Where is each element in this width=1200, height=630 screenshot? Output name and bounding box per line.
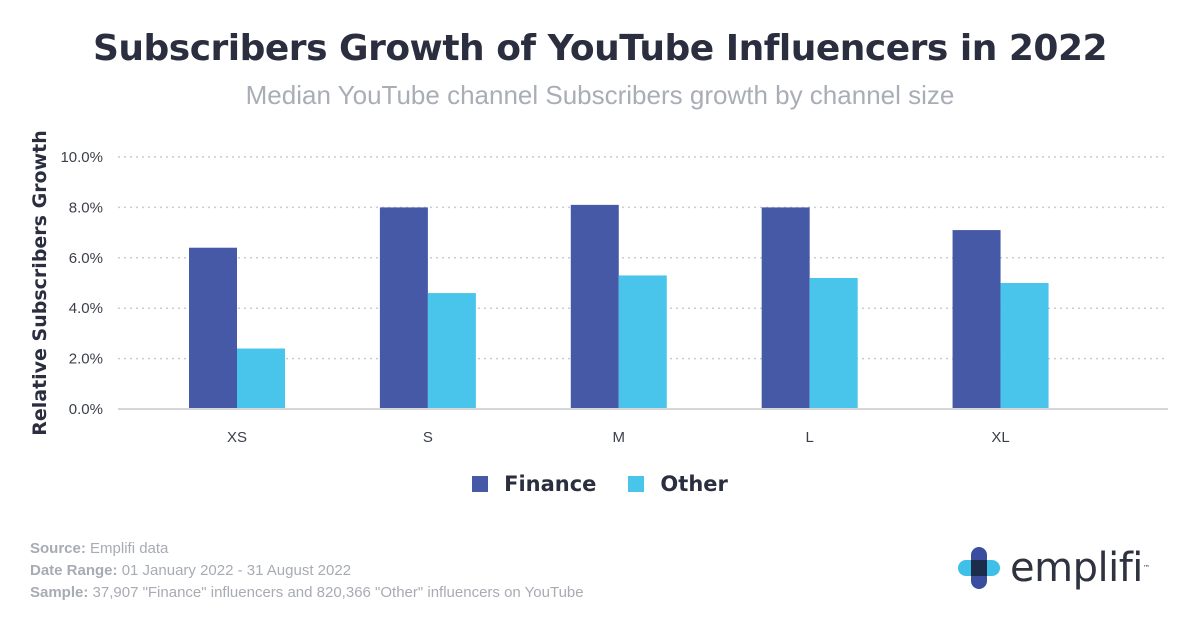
bar-finance-s — [379, 207, 428, 409]
y-tick-label: 6.0% — [69, 250, 103, 267]
y-axis-label: Relative Subscribers Growth — [29, 130, 51, 436]
bar-other-l — [809, 277, 858, 409]
emplifi-logo: emplifi™ — [958, 545, 1150, 591]
x-tick-labels: XS S M L XL — [227, 429, 1010, 446]
emplifi-logo-icon — [958, 547, 1000, 589]
date-range-value: 01 January 2022 - 31 August 2022 — [117, 562, 352, 579]
source-line: Source: Emplifi data — [30, 538, 584, 560]
y-tick-label: 0.0% — [69, 401, 103, 418]
bar-other-s — [427, 293, 476, 409]
legend-swatch-other — [628, 476, 645, 492]
y-tick-labels: 0.0% 2.0% 4.0% 6.0% 8.0% 10.0% — [60, 149, 103, 418]
legend-item-finance: Finance — [472, 472, 596, 496]
sample-line: Sample: 37,907 "Finance" influencers and… — [30, 582, 584, 604]
y-tick-label: 10.0% — [60, 149, 103, 166]
legend-label-other: Other — [660, 472, 728, 496]
bar-finance-m — [570, 204, 619, 409]
bar-chart: 0.0% 2.0% 4.0% 6.0% 8.0% 10.0% XS S M L XL Relati… — [29, 130, 1168, 446]
bar-other-xl — [1000, 283, 1049, 409]
source-label: Source: — [30, 540, 86, 557]
bar-other-m — [618, 275, 667, 409]
bar-finance-xs — [189, 247, 237, 409]
bar-finance-xl — [952, 230, 1001, 409]
date-range-line: Date Range: 01 January 2022 - 31 August … — [30, 560, 584, 582]
date-range-label: Date Range: — [30, 562, 118, 579]
sample-label: Sample: — [30, 584, 89, 601]
legend-label-finance: Finance — [504, 472, 597, 496]
x-tick-label: M — [613, 429, 626, 446]
legend-swatch-finance — [472, 476, 489, 492]
emplifi-logo-text: emplifi™ — [1010, 545, 1150, 591]
gridlines — [118, 156, 1168, 360]
x-tick-label: XL — [991, 429, 1009, 446]
legend-item-other: Other — [628, 472, 728, 496]
y-tick-label: 4.0% — [69, 300, 103, 317]
x-tick-label: XS — [227, 429, 247, 446]
bars — [189, 204, 1049, 409]
sample-value: 37,907 "Finance" influencers and 820,366… — [88, 584, 584, 601]
x-tick-label: S — [423, 429, 433, 446]
source-value: Emplifi data — [85, 540, 169, 557]
legend: Finance Other — [0, 472, 1200, 496]
x-tick-label: L — [805, 429, 813, 446]
logo-wordmark: emplifi — [1010, 545, 1143, 591]
footer-notes: Source: Emplifi data Date Range: 01 Janu… — [30, 538, 584, 604]
y-tick-label: 8.0% — [69, 199, 103, 216]
bar-other-xs — [237, 348, 285, 409]
logo-trademark: ™ — [1142, 564, 1150, 572]
bar-finance-l — [761, 207, 810, 409]
chart-subtitle: Median YouTube channel Subscribers growt… — [245, 80, 955, 110]
chart-title: Subscribers Growth of YouTube Influencer… — [92, 28, 1108, 69]
y-tick-label: 2.0% — [69, 351, 103, 368]
